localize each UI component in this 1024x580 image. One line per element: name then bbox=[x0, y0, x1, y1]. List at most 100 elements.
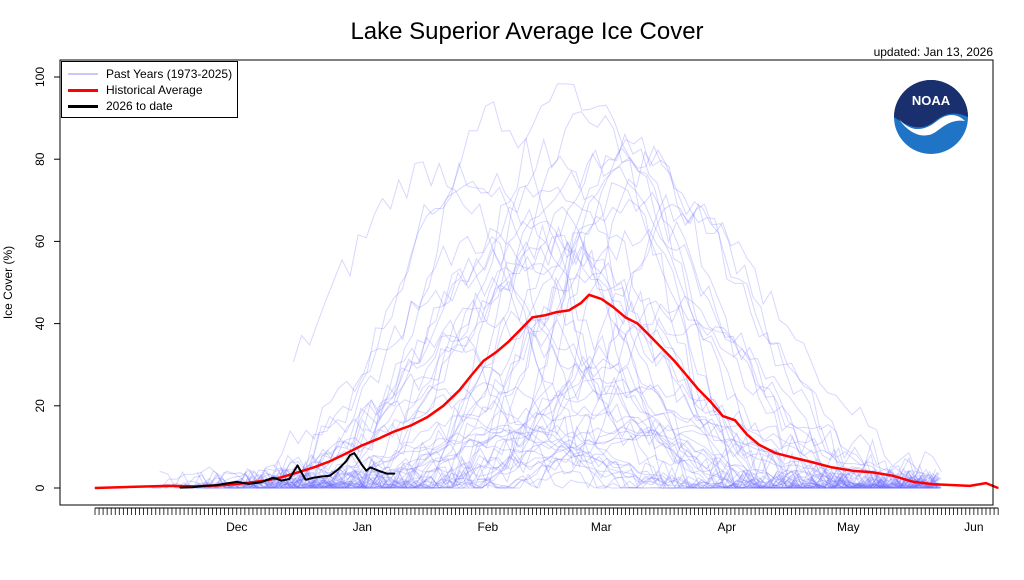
past-year-line bbox=[184, 422, 938, 489]
past-year-line bbox=[151, 381, 938, 489]
data-point bbox=[179, 486, 181, 489]
data-point bbox=[912, 481, 914, 483]
data-point bbox=[361, 444, 363, 446]
legend-swatch-2026 bbox=[68, 104, 98, 108]
legend-label-past-years: Past Years (1973-2025) bbox=[106, 67, 233, 81]
data-point bbox=[134, 486, 137, 488]
past-year-line bbox=[177, 203, 940, 490]
past-year-line bbox=[251, 431, 940, 489]
past-year-line bbox=[200, 325, 939, 489]
past-year-line bbox=[319, 424, 936, 489]
data-point bbox=[758, 444, 760, 446]
past-year-line bbox=[273, 267, 939, 489]
x-tick-label: Mar bbox=[591, 520, 612, 534]
data-point bbox=[296, 464, 299, 466]
data-point bbox=[426, 416, 428, 418]
past-year-line bbox=[279, 295, 936, 489]
data-point bbox=[495, 351, 497, 353]
data-point bbox=[203, 485, 205, 487]
data-point bbox=[345, 460, 347, 462]
past-year-line bbox=[202, 438, 941, 489]
past-year-line bbox=[242, 377, 940, 489]
past-year-line bbox=[305, 426, 938, 489]
past-year-line bbox=[252, 405, 941, 489]
data-point bbox=[734, 419, 736, 421]
data-point bbox=[329, 475, 331, 477]
past-year-line bbox=[325, 193, 942, 490]
chart-title: Lake Superior Average Ice Cover bbox=[350, 18, 704, 45]
data-point bbox=[746, 433, 748, 436]
data-point bbox=[697, 388, 700, 390]
past-year-line bbox=[152, 415, 939, 489]
data-point bbox=[507, 341, 509, 343]
past-year-line bbox=[233, 147, 939, 490]
data-point bbox=[280, 476, 282, 478]
data-point bbox=[365, 470, 367, 472]
data-point bbox=[288, 478, 290, 480]
data-point bbox=[851, 470, 853, 472]
past-year-line bbox=[202, 101, 940, 490]
past-year-line bbox=[306, 411, 939, 489]
data-point bbox=[386, 473, 388, 475]
data-point bbox=[791, 456, 793, 458]
past-year-line bbox=[248, 111, 939, 489]
data-point bbox=[624, 316, 627, 319]
data-point bbox=[410, 424, 412, 427]
past-year-line bbox=[164, 317, 935, 490]
data-point bbox=[953, 484, 955, 486]
past-year-line bbox=[302, 205, 935, 490]
data-point bbox=[442, 405, 444, 407]
past-year-line bbox=[192, 185, 939, 490]
data-point bbox=[685, 374, 687, 376]
data-point bbox=[997, 487, 999, 489]
data-point bbox=[483, 359, 485, 362]
data-point bbox=[369, 466, 371, 469]
data-point bbox=[612, 306, 615, 308]
past-year-line bbox=[271, 182, 937, 490]
data-point bbox=[985, 482, 987, 484]
data-point bbox=[228, 482, 230, 484]
past-year-line bbox=[207, 319, 937, 490]
legend-item-historical-average: Historical Average bbox=[68, 83, 203, 97]
x-tick-label: Jun bbox=[964, 520, 983, 534]
data-point bbox=[811, 461, 813, 463]
past-year-line bbox=[233, 83, 939, 490]
data-point bbox=[191, 486, 193, 488]
data-point bbox=[673, 359, 675, 362]
y-tick-label: 80 bbox=[33, 152, 47, 166]
data-point bbox=[588, 294, 590, 296]
legend-item-2026: 2026 to date bbox=[68, 99, 173, 113]
past-year-line bbox=[238, 220, 937, 489]
past-year-line bbox=[264, 235, 938, 489]
data-point bbox=[831, 466, 833, 469]
data-point bbox=[337, 468, 339, 471]
data-point bbox=[236, 481, 238, 483]
x-tick-label: Apr bbox=[717, 520, 736, 534]
data-point bbox=[649, 335, 651, 337]
data-point bbox=[637, 323, 639, 325]
past-year-line bbox=[173, 149, 936, 489]
data-point bbox=[167, 485, 169, 487]
past-year-line bbox=[288, 145, 938, 489]
data-point bbox=[361, 464, 363, 466]
past-year-line bbox=[244, 136, 934, 490]
data-point bbox=[932, 483, 934, 485]
data-point bbox=[280, 480, 282, 482]
past-year-line bbox=[196, 429, 935, 489]
past-year-line bbox=[292, 161, 942, 489]
x-tick-label: Dec bbox=[226, 520, 247, 534]
data-point bbox=[357, 458, 359, 460]
x-tick-label: May bbox=[837, 520, 860, 534]
data-point bbox=[296, 471, 299, 473]
x-tick-label: Feb bbox=[478, 520, 499, 534]
chart-axes: 0 20 40 60 80 100 Ice Cover (%) Dec Jan Feb Mar Apr… bbox=[1, 59, 999, 534]
y-tick-label: 100 bbox=[33, 67, 47, 87]
legend-item-past-years: Past Years (1973-2025) bbox=[68, 67, 232, 81]
data-point bbox=[260, 481, 262, 483]
past-year-line bbox=[254, 421, 936, 489]
data-point bbox=[305, 479, 307, 481]
data-point bbox=[872, 471, 874, 473]
past-year-line bbox=[196, 172, 935, 490]
past-year-line bbox=[228, 273, 942, 489]
y-tick-label: 20 bbox=[33, 399, 47, 413]
